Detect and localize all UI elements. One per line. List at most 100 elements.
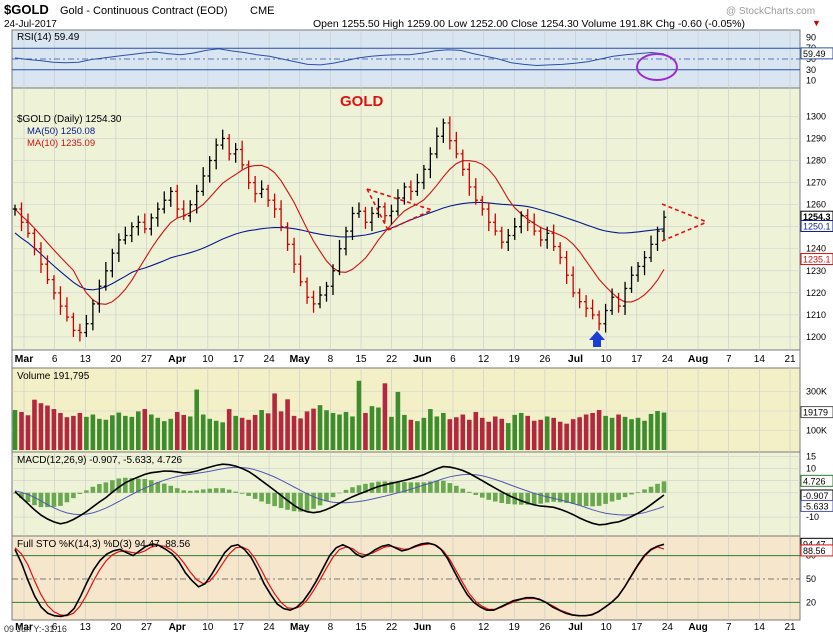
macd-histogram-bar: [590, 493, 595, 507]
volume-bar: [253, 415, 258, 450]
volume-bar: [136, 411, 141, 450]
x-tick-label: 22: [386, 622, 398, 633]
price-tick-label: 1280: [806, 156, 826, 166]
macd-histogram-bar: [629, 493, 634, 495]
x-tick-label: Mar: [15, 353, 34, 365]
x-tick-label: 10: [601, 622, 613, 633]
volume-bar: [629, 419, 634, 450]
macd-histogram-bar: [350, 487, 355, 493]
volume-bar: [357, 381, 362, 450]
volume-bar: [175, 412, 180, 450]
macd-histogram-bar: [473, 493, 478, 495]
macd-histogram-bar: [123, 478, 128, 493]
volume-bar: [123, 416, 128, 450]
volume-bar: [402, 415, 407, 450]
volume-bar: [590, 413, 595, 450]
volume-bar: [143, 409, 148, 450]
macd-histogram-bar: [227, 490, 232, 493]
x-tick-label: 17: [631, 354, 643, 365]
volume-bar: [480, 418, 485, 450]
x-tick-label: 19: [509, 354, 521, 365]
volume-bar: [532, 421, 537, 450]
volume-bar: [78, 413, 83, 450]
price-legend: $GOLD (Daily) 1254.30: [17, 114, 122, 125]
x-tick-label: Jul: [568, 622, 583, 633]
volume-bar: [52, 409, 57, 450]
x-tick-label: Aug: [688, 353, 708, 365]
macd-histogram-bar: [272, 493, 277, 506]
sto-value-label: 88.56: [803, 546, 826, 556]
volume-bar: [551, 418, 556, 450]
volume-tick-label: 100K: [806, 426, 827, 436]
rsi-value-label: 59.49: [803, 49, 826, 59]
price-tick-label: 1200: [806, 332, 826, 342]
volume-bar: [19, 412, 24, 450]
macd-histogram-bar: [383, 481, 388, 492]
volume-bar: [655, 411, 660, 450]
volume-bar: [39, 403, 44, 450]
volume-bar: [584, 415, 589, 450]
sto-legend: Full STO %K(14,3) %D(3) 94.47, 88.56: [17, 539, 191, 550]
macd-histogram-bar: [584, 493, 589, 506]
volume-bar: [376, 407, 381, 450]
volume-bar: [558, 422, 563, 450]
price-tick-label: 1240: [806, 244, 826, 254]
volume-bar: [91, 415, 96, 450]
volume-bar: [506, 423, 511, 450]
x-tick-label: 13: [80, 354, 92, 365]
volume-bar: [486, 422, 491, 450]
volume-bar: [428, 409, 433, 450]
volume-bar: [571, 419, 576, 450]
macd-histogram-bar: [52, 493, 57, 507]
macd-tick-label: 15: [806, 451, 816, 461]
volume-bar: [512, 415, 517, 450]
macd-histogram-bar: [623, 493, 628, 497]
rsi-tick-label: 10: [806, 76, 816, 86]
volume-bar: [448, 419, 453, 450]
macd-histogram-bar: [357, 485, 362, 493]
x-tick-label: 12: [478, 622, 490, 633]
price-tick-label: 1230: [806, 266, 826, 276]
macd-histogram-bar: [58, 493, 63, 506]
volume-value-label: 19179: [803, 408, 828, 418]
macd-value-label: 4.726: [803, 476, 826, 486]
x-tick-label: 22: [386, 354, 398, 365]
date-label: 24-Jul-2017: [4, 19, 57, 30]
x-tick-label: 27: [141, 354, 153, 365]
volume-bar: [272, 393, 277, 450]
chevron-down-icon[interactable]: ▼: [812, 18, 821, 28]
x-tick-label: 21: [784, 354, 796, 365]
macd-histogram-bar: [324, 493, 329, 501]
macd-histogram-bar: [168, 486, 173, 493]
x-tick-label: Aug: [688, 622, 707, 633]
ohlc-summary: Open 1255.50 High 1259.00 Low 1252.00 Cl…: [313, 18, 745, 30]
macd-histogram-bar: [214, 488, 219, 493]
macd-histogram-bar: [532, 493, 537, 505]
volume-bar: [110, 415, 115, 450]
x-tick-label: 7: [726, 354, 732, 365]
volume-bar: [324, 410, 329, 450]
volume-bar: [181, 415, 186, 450]
exchange-label: CME: [250, 5, 274, 17]
volume-bar: [266, 413, 271, 450]
volume-bar: [292, 416, 297, 450]
sto-tick-label: 20: [806, 597, 816, 607]
macd-histogram-bar: [396, 482, 401, 493]
x-tick-label: 13: [80, 622, 92, 633]
volume-bar: [58, 413, 63, 450]
watermark: @ StockCharts.com: [726, 6, 815, 17]
volume-bar: [207, 419, 212, 450]
volume-bar: [227, 409, 232, 450]
volume-bar: [363, 413, 368, 450]
x-tick-label: 15: [355, 622, 367, 633]
volume-bar: [311, 409, 316, 450]
volume-tick-label: 300K: [806, 387, 827, 397]
macd-histogram-bar: [32, 493, 37, 505]
volume-bar: [441, 413, 446, 450]
volume-bar: [350, 416, 355, 450]
volume-bar: [331, 413, 336, 450]
x-tick-label: 21: [784, 622, 796, 633]
macd-histogram-bar: [597, 493, 602, 506]
volume-bar: [194, 390, 199, 450]
volume-bar: [155, 418, 160, 450]
